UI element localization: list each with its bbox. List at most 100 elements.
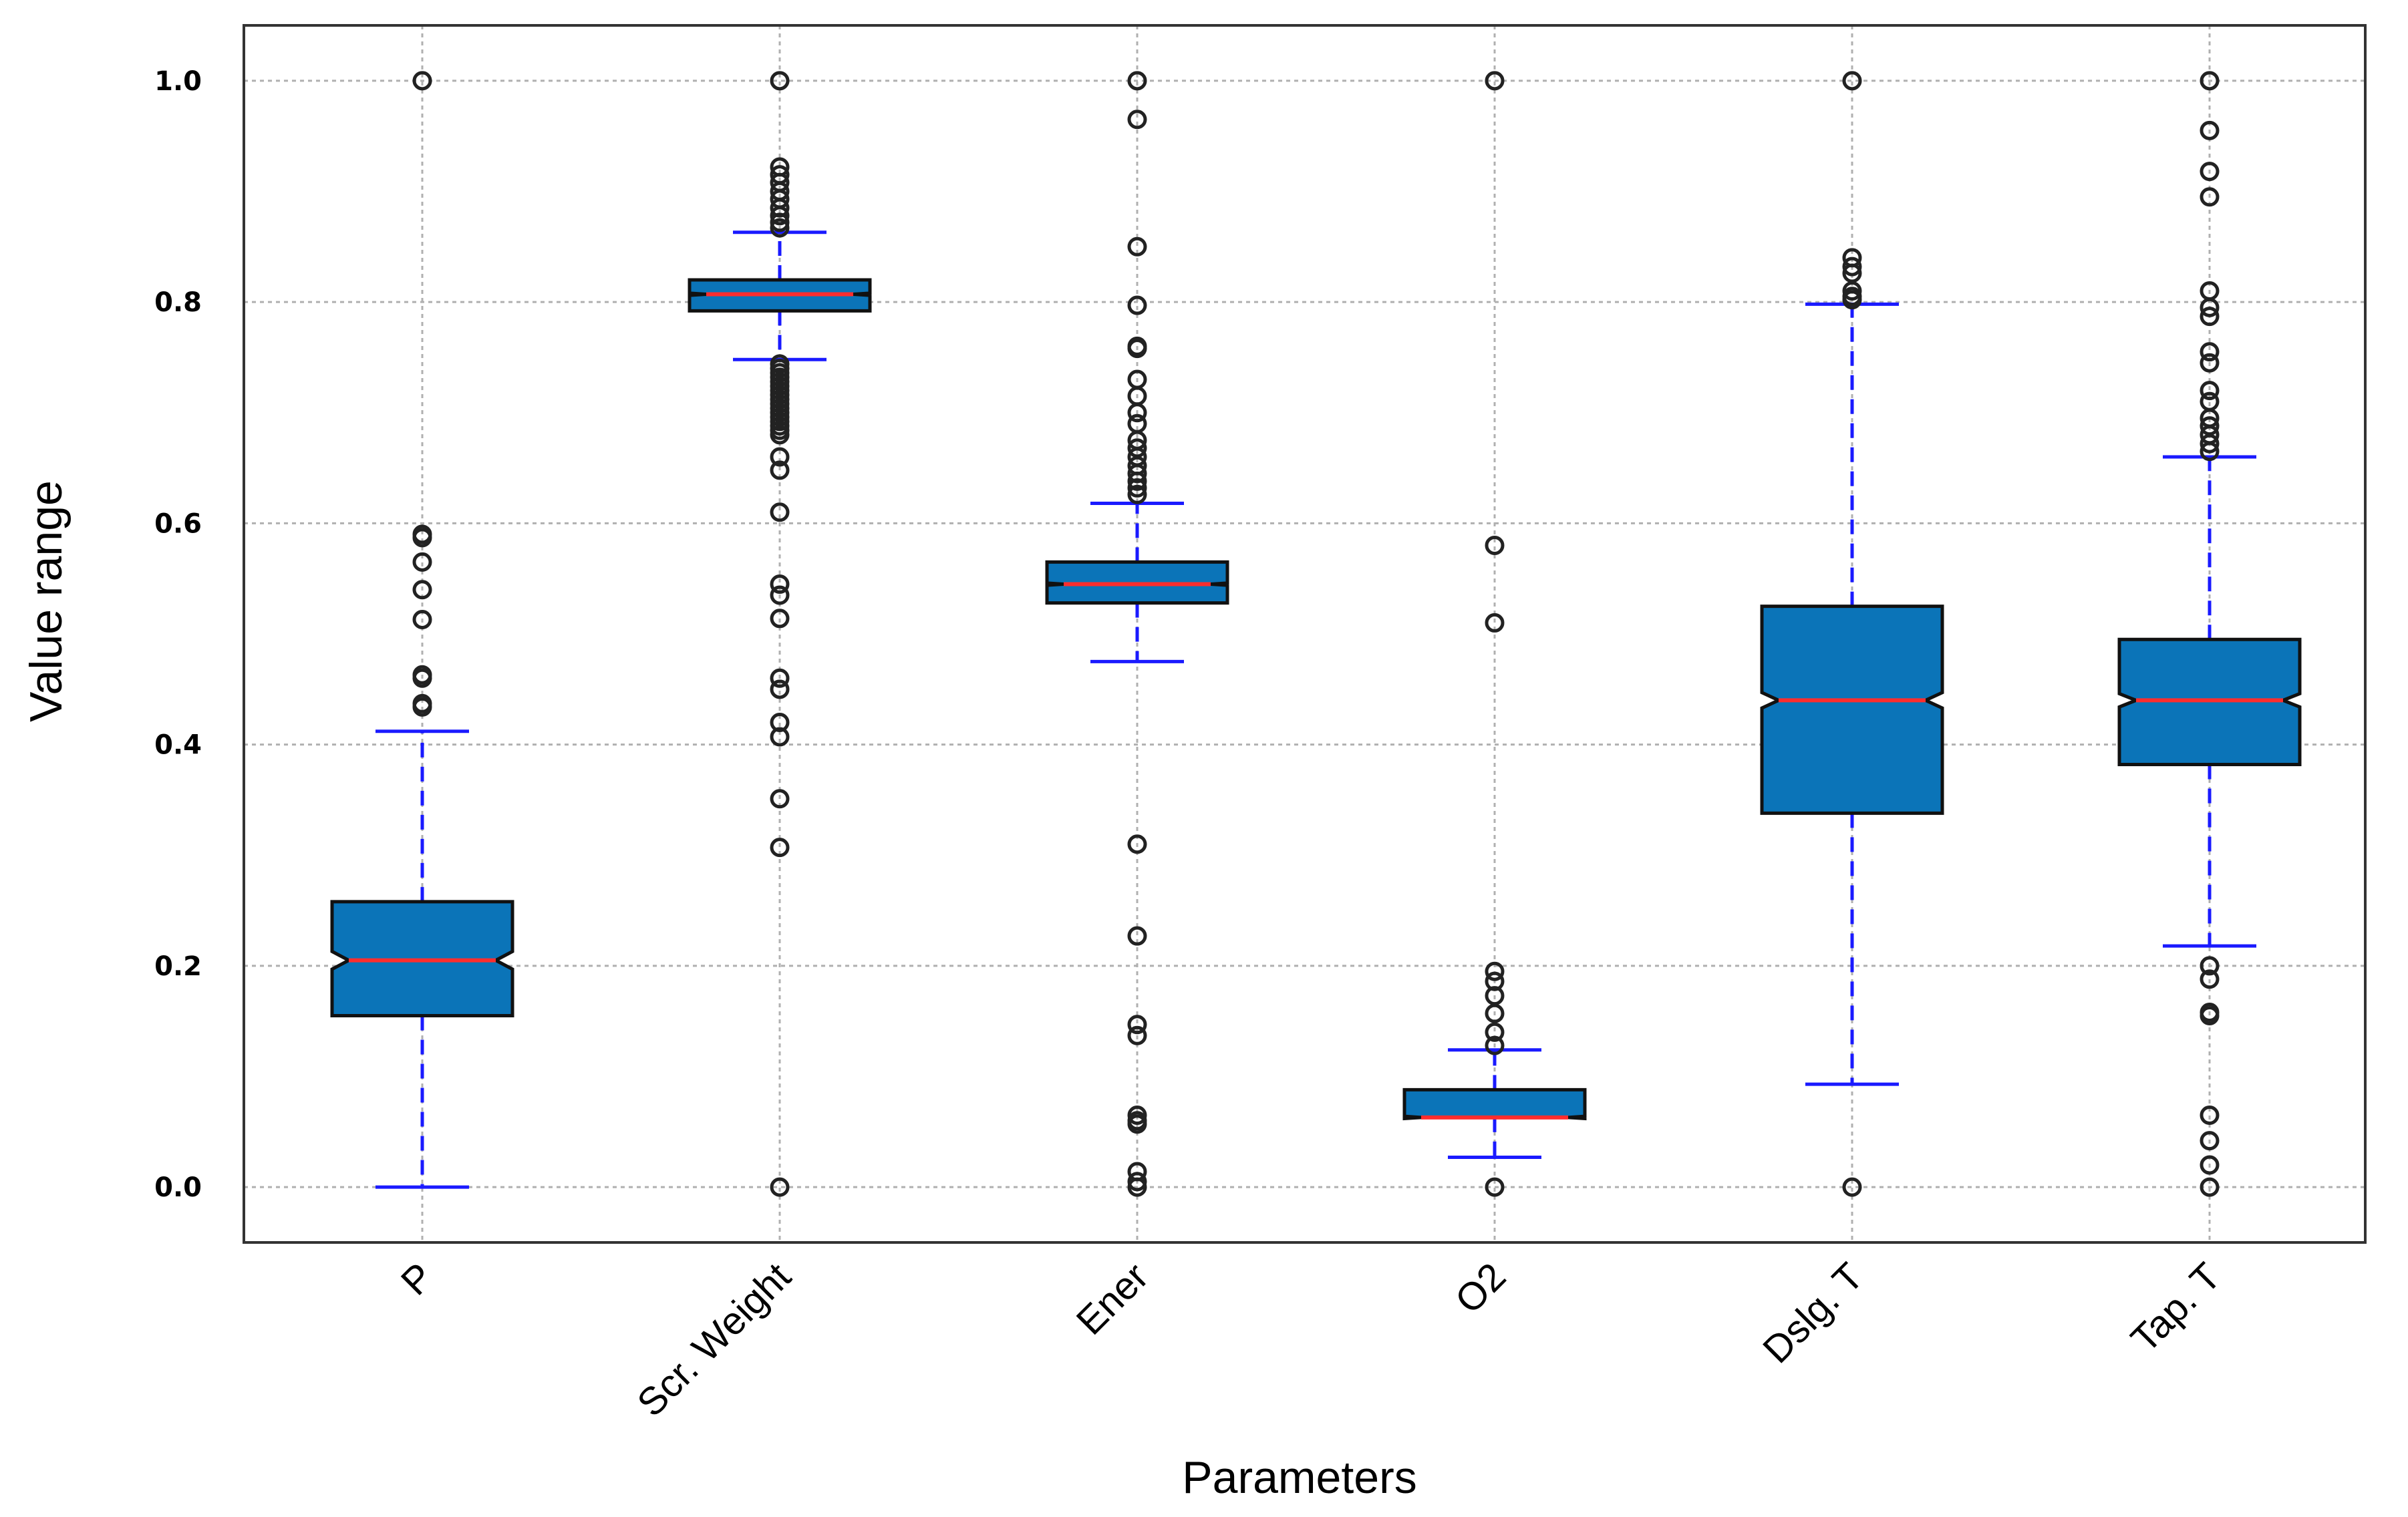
outlier-point <box>2200 969 2220 989</box>
x-tick-label: Ener <box>1068 1254 1157 1343</box>
outlier-point <box>1485 613 1505 633</box>
outlier-point <box>2200 416 2220 436</box>
outlier-point <box>2200 442 2220 462</box>
outlier-point <box>1842 1177 1862 1197</box>
box-body <box>1760 605 1944 815</box>
outlier-point <box>1127 110 1147 130</box>
y-tick-labels: 0.0 0.2 0.4 0.6 0.8 1.0 <box>154 66 202 1203</box>
outlier-point <box>2200 1106 2220 1126</box>
outlier-point <box>1127 1114 1147 1134</box>
outlier-point <box>1127 236 1147 257</box>
outlier-point <box>1127 71 1147 91</box>
box-group <box>1045 71 1229 1197</box>
y-axis-label: Value range <box>21 480 71 722</box>
outlier-point <box>770 727 790 747</box>
outlier-point <box>770 585 790 605</box>
outlier-point <box>1842 71 1862 91</box>
outlier-point <box>2200 162 2220 182</box>
outlier-point <box>1127 1106 1147 1126</box>
x-tick-label: Dslg. T <box>1755 1254 1871 1371</box>
outlier-point <box>1127 295 1147 315</box>
outlier-point <box>1485 986 1505 1006</box>
outlier-point <box>1842 263 1862 283</box>
outlier-point <box>770 447 790 467</box>
outlier-point <box>2200 1177 2220 1197</box>
outlier-point <box>1127 403 1147 423</box>
box-group <box>688 71 872 1197</box>
outlier-point <box>1127 484 1147 504</box>
outlier-point <box>770 206 790 226</box>
outlier-point <box>1485 1177 1505 1197</box>
outlier-point <box>2200 71 2220 91</box>
outlier-point <box>2200 956 2220 976</box>
outlier-point <box>2200 381 2220 401</box>
outlier-point <box>770 218 790 238</box>
outlier-point <box>770 838 790 858</box>
outlier-point <box>770 425 790 445</box>
box-group <box>2117 71 2302 1197</box>
outlier-point <box>412 71 432 91</box>
outlier-point <box>2200 1155 2220 1175</box>
x-tick-label: O2 <box>1447 1254 1515 1322</box>
outlier-point <box>2200 434 2220 454</box>
y-tick-label: 0.4 <box>154 730 202 761</box>
outlier-point <box>770 212 790 232</box>
outlier-point <box>1485 1022 1505 1042</box>
outlier-point <box>412 552 432 572</box>
outlier-point <box>1485 1003 1505 1023</box>
outlier-point <box>1127 1177 1147 1197</box>
outlier-point <box>412 668 432 688</box>
outlier-point <box>770 668 790 688</box>
outlier-point <box>1127 1025 1147 1045</box>
outlier-point <box>412 528 432 548</box>
outlier-point <box>770 789 790 809</box>
box-group <box>330 71 514 1189</box>
outlier-point <box>2200 297 2220 317</box>
outlier-point <box>1127 834 1147 854</box>
outlier-point <box>1127 471 1147 491</box>
outlier-point <box>412 697 432 717</box>
outlier-point <box>770 1177 790 1197</box>
box-group <box>1760 71 1944 1197</box>
outlier-point <box>412 580 432 600</box>
outlier-point <box>1127 1015 1147 1035</box>
y-tick-label: 0.8 <box>154 287 202 318</box>
box-body <box>1402 1087 1587 1121</box>
outlier-point <box>2200 1005 2220 1025</box>
outlier-point <box>1127 1172 1147 1192</box>
outlier-point <box>2200 353 2220 373</box>
outlier-point <box>770 609 790 629</box>
outlier-point <box>770 460 790 480</box>
outlier-point <box>1127 438 1147 458</box>
box-layer <box>330 71 2302 1197</box>
y-tick-label: 1.0 <box>154 66 202 97</box>
outlier-point <box>1842 281 1862 301</box>
outlier-point <box>1842 290 1862 310</box>
outlier-point <box>1127 339 1147 359</box>
outlier-point <box>770 679 790 699</box>
outlier-point <box>770 71 790 91</box>
x-tick-label: Tap. T <box>2123 1254 2229 1361</box>
box-group <box>1402 71 1587 1197</box>
outlier-point <box>1485 71 1505 91</box>
y-tick-label: 0.0 <box>154 1172 202 1203</box>
outlier-point <box>1842 257 1862 277</box>
outlier-point <box>2200 187 2220 207</box>
outlier-point <box>2200 342 2220 362</box>
outlier-point <box>2200 307 2220 327</box>
outlier-point <box>770 574 790 594</box>
outlier-point <box>1485 535 1505 555</box>
plot-frame <box>243 24 2367 1244</box>
outlier-point <box>412 609 432 629</box>
x-tick-label: Scr. Weight <box>629 1254 799 1425</box>
y-tick-label: 0.6 <box>154 508 202 539</box>
outlier-point <box>1127 926 1147 946</box>
outlier-point <box>1485 1035 1505 1055</box>
outlier-point <box>2200 1131 2220 1151</box>
y-tick-label: 0.2 <box>154 951 202 982</box>
x-tick-label: P <box>393 1254 442 1303</box>
outlier-point <box>770 502 790 522</box>
outlier-point <box>1127 478 1147 498</box>
grid-layer <box>244 25 2365 1242</box>
